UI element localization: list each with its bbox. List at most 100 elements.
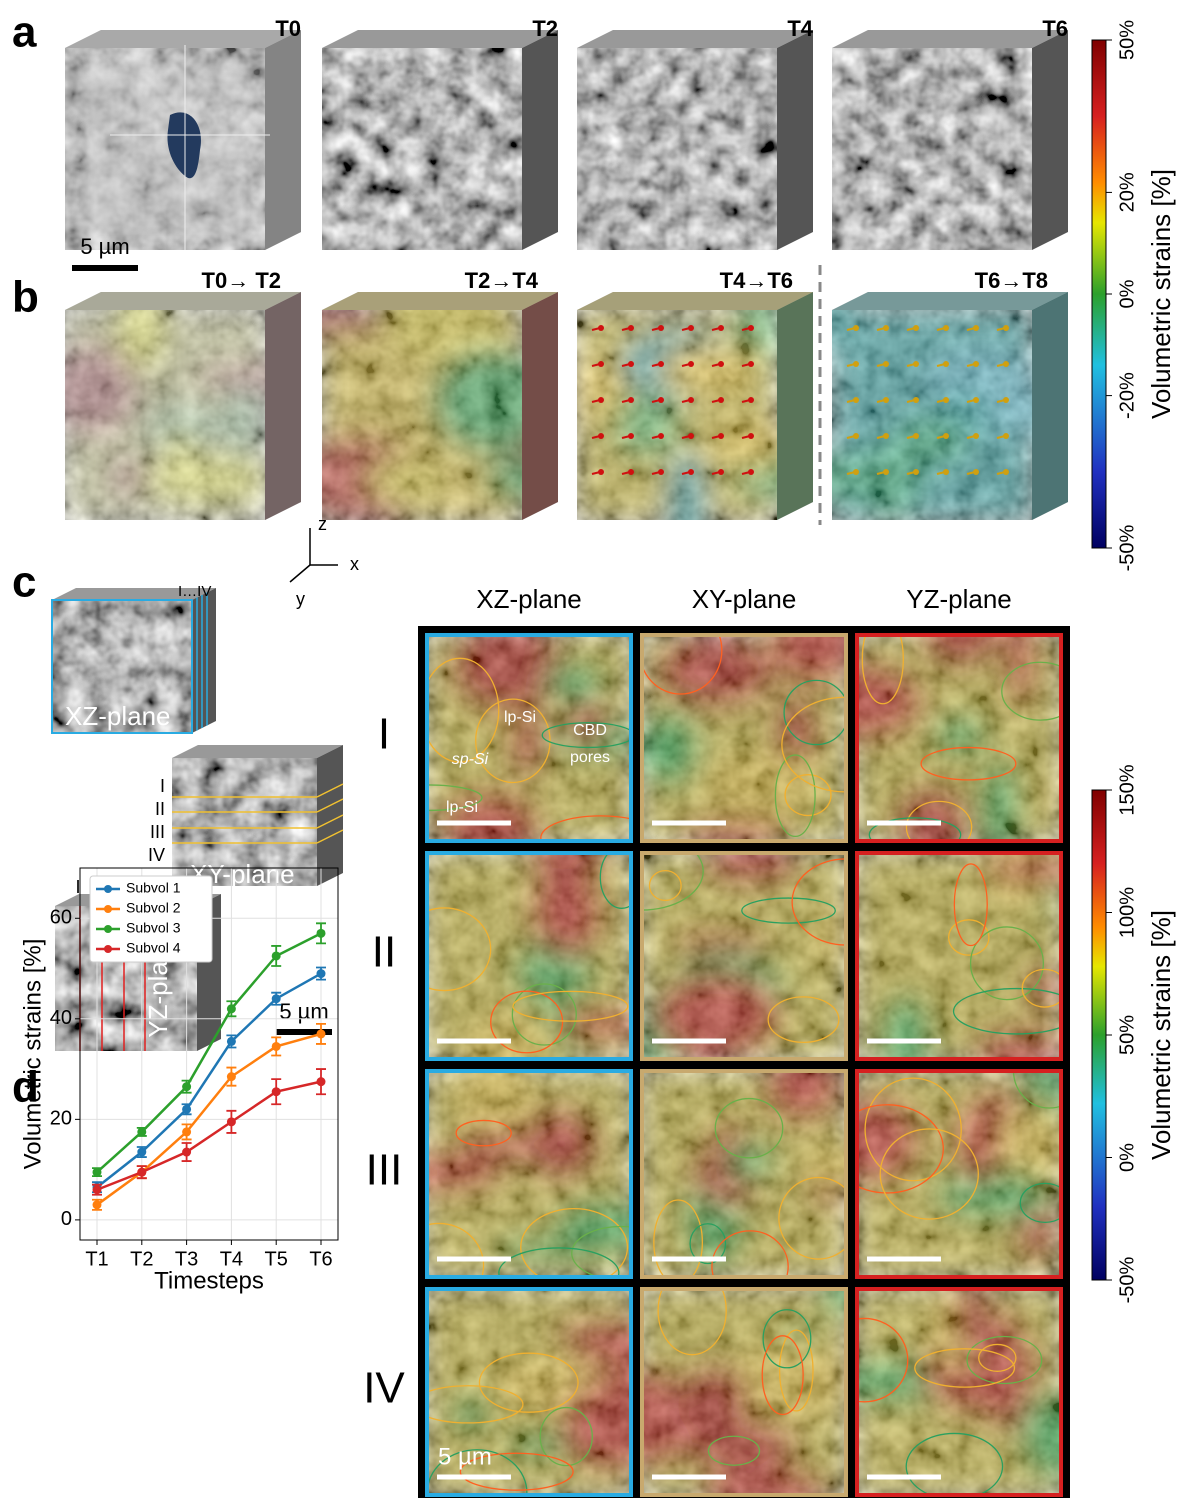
arrow-head [883, 433, 889, 439]
arrow-head [853, 325, 859, 331]
arrow-head [1003, 469, 1009, 475]
interval-label: T0→ T2 [202, 268, 281, 293]
cube-top-tint [65, 292, 301, 310]
overlay-blob [934, 1168, 1052, 1221]
colorbar-tick-label: -50% [1116, 1256, 1138, 1303]
arrow-head [943, 325, 949, 331]
cube-top-tint [577, 292, 813, 310]
arrow-head [718, 325, 724, 331]
strain-overlay [640, 1051, 880, 1279]
overlay-blob [451, 1395, 490, 1434]
point [182, 1082, 191, 1091]
arrow-head [913, 361, 919, 367]
arrow-head [943, 469, 949, 475]
texture [577, 48, 777, 250]
arrow-head [913, 433, 919, 439]
point [272, 1042, 281, 1051]
arrow-head [913, 325, 919, 331]
slice-tile [640, 1051, 880, 1302]
y-tick-label: 20 [50, 1108, 72, 1130]
arrow-head [628, 361, 634, 367]
arrow-head [1003, 325, 1009, 331]
overlay-blob [613, 394, 681, 458]
arrow-head [1003, 433, 1009, 439]
cube-top [172, 745, 343, 758]
arrow-head [853, 433, 859, 439]
overlay-blob [932, 715, 989, 756]
overlay-blob [223, 382, 263, 457]
arrow-head [748, 397, 754, 403]
cube-top-tint [65, 30, 301, 48]
point [137, 1148, 146, 1157]
arrow-head [748, 433, 754, 439]
point [272, 951, 281, 960]
slice-tile [821, 1279, 1091, 1498]
y-tick-label: 60 [50, 907, 72, 929]
overlay-blob [893, 416, 969, 465]
arrow-head [598, 433, 604, 439]
y-tick-label: 0 [61, 1208, 72, 1230]
arrow-head [883, 361, 889, 367]
interval-label: T6→T8 [975, 268, 1048, 293]
strain-overlay [607, 1272, 865, 1498]
cube-side-tint [265, 30, 301, 250]
overlay-blob [734, 1341, 853, 1418]
overlay-blob [1025, 964, 1063, 1013]
arrow-head [883, 469, 889, 475]
point [137, 1127, 146, 1136]
column-header: YZ-plane [906, 584, 1012, 614]
arrow-head [1003, 397, 1009, 403]
cube [577, 30, 813, 250]
overlay-blob [34, 124, 95, 152]
point [227, 1004, 236, 1013]
row-label: IV [363, 1364, 405, 1413]
x-tick-label: T1 [85, 1248, 108, 1270]
strain-overlay [34, 48, 278, 250]
cube-side-tint [522, 292, 558, 520]
arrow-head [628, 325, 634, 331]
colorbar-tick-label: -20% [1116, 372, 1138, 419]
cube-front [322, 48, 522, 250]
cube [832, 30, 1068, 250]
point [93, 1168, 102, 1177]
colorbar-tick-label: 0% [1116, 279, 1138, 308]
axis-arrow [290, 565, 310, 582]
overlay-blob [546, 662, 605, 706]
point [227, 1072, 236, 1081]
interval-label: T2→T4 [465, 268, 539, 293]
point [182, 1105, 191, 1114]
y-tick-label: 40 [50, 1007, 72, 1029]
overlay-blob [111, 457, 142, 497]
scale-label: 5 µm [438, 1443, 492, 1470]
arrow-head [658, 325, 664, 331]
arrow-head [598, 325, 604, 331]
x-tick-label: T5 [265, 1248, 288, 1270]
cube-top [322, 30, 558, 48]
legend-label: Subvol 4 [126, 940, 181, 956]
point [317, 969, 326, 978]
arrow-head [973, 361, 979, 367]
point [182, 1127, 191, 1136]
arrow-head [853, 469, 859, 475]
legend-label: Subvol 3 [126, 920, 181, 936]
annotation: CBD [573, 722, 607, 739]
colorbar-label: Volumetric strains [%] [1146, 169, 1176, 419]
colorbar-tick-label: 0% [1116, 1143, 1138, 1172]
arrow-head [688, 397, 694, 403]
overlay-blob [535, 867, 605, 957]
annotation: lp-Si [504, 709, 536, 726]
legend-marker [104, 925, 112, 933]
colorbar [1092, 40, 1106, 548]
colorbar-tick-label: 50% [1116, 20, 1138, 60]
arrow-head [973, 469, 979, 475]
row-label: II [372, 928, 396, 977]
row-label: III [366, 1146, 403, 1195]
column-header: XZ-plane [476, 584, 582, 614]
overlay-blob [1019, 1392, 1090, 1481]
axis-name: x [350, 554, 359, 574]
arrow-head [913, 397, 919, 403]
cube [49, 285, 317, 520]
axis-name: z [318, 514, 327, 534]
annotation: pores [570, 749, 610, 766]
cube-front [832, 48, 1032, 250]
